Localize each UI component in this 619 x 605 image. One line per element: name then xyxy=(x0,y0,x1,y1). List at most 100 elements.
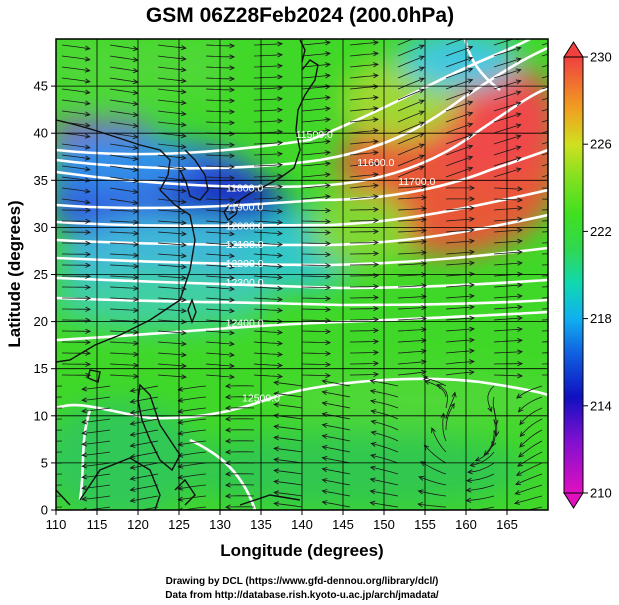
streamline xyxy=(61,110,90,116)
streamline xyxy=(322,435,351,442)
colorbar-max-arrow xyxy=(563,41,584,58)
streamline-arrowhead xyxy=(423,444,430,451)
streamline-arrowhead xyxy=(325,172,331,178)
x-axis-ticks: 110 115 120 125 130 135 140 145 150 155 160 165 xyxy=(46,510,518,532)
streamline xyxy=(253,43,283,46)
streamline xyxy=(180,506,207,510)
streamline xyxy=(397,56,425,68)
streamline xyxy=(61,77,90,83)
streamline-arrowhead xyxy=(370,441,377,447)
streamline-arrowhead xyxy=(224,471,231,477)
streamline-arrowhead xyxy=(325,128,331,134)
streamline-arrowhead xyxy=(369,500,376,506)
streamline xyxy=(322,391,351,398)
streamline xyxy=(301,374,330,376)
streamline-arrowhead xyxy=(325,40,331,46)
streamline xyxy=(109,297,139,300)
streamline xyxy=(350,275,379,277)
streamline-arrowhead xyxy=(129,387,136,393)
streamline xyxy=(493,187,523,190)
streamline-arrowhead xyxy=(224,394,231,400)
streamline xyxy=(493,295,522,299)
streamline xyxy=(130,396,159,403)
streamline-arrowhead xyxy=(180,144,187,150)
streamline xyxy=(274,426,303,431)
contour-line-12200 xyxy=(56,276,548,290)
streamline-arrowhead xyxy=(177,397,184,403)
streamline xyxy=(397,263,427,266)
streamline xyxy=(61,55,90,61)
streamline xyxy=(178,462,207,468)
streamline-arrowhead xyxy=(229,363,235,369)
x-tick-label: 150 xyxy=(373,517,395,532)
streamline xyxy=(518,440,543,458)
streamline xyxy=(157,198,186,203)
streamline xyxy=(515,473,543,485)
streamline xyxy=(518,396,543,413)
streamline-arrowhead xyxy=(273,468,280,474)
streamline xyxy=(370,390,399,398)
streamline xyxy=(445,240,474,244)
streamline-arrowhead xyxy=(181,297,187,303)
streamline-arrowhead xyxy=(177,485,184,491)
streamline xyxy=(253,374,283,377)
contour-line-12300 xyxy=(56,296,548,307)
streamline-arrowhead xyxy=(517,186,524,192)
streamline xyxy=(56,495,63,497)
streamline-arrowhead xyxy=(418,77,425,83)
streamline-arrowhead xyxy=(177,386,184,392)
streamline-arrowhead xyxy=(229,352,235,358)
streamline xyxy=(397,252,427,255)
streamline xyxy=(322,380,351,387)
streamline-arrowhead xyxy=(84,78,91,84)
streamline-arrowhead xyxy=(517,238,523,244)
streamline-arrowhead xyxy=(373,117,379,123)
streamline-arrowhead xyxy=(85,207,92,213)
streamline-arrowhead xyxy=(181,209,187,215)
streamline xyxy=(397,350,426,354)
streamline-arrowhead xyxy=(85,339,92,345)
streamline xyxy=(157,253,186,257)
streamline xyxy=(253,264,283,267)
streamline-arrowhead xyxy=(465,477,472,484)
streamline-arrowhead xyxy=(369,489,376,495)
streamline xyxy=(109,275,139,278)
colorbar-tick-label: 218 xyxy=(590,311,612,326)
streamline-arrowhead xyxy=(277,241,284,248)
streamline-arrowhead xyxy=(229,65,236,71)
streamline-arrowhead xyxy=(277,329,284,336)
streamline-arrowhead xyxy=(369,388,376,395)
streamline-arrowhead xyxy=(277,252,284,259)
streamline xyxy=(178,429,207,435)
streamline-arrowhead xyxy=(81,430,88,436)
streamline xyxy=(350,242,379,244)
streamline xyxy=(541,341,548,343)
streamline-arrowhead xyxy=(373,217,380,224)
streamline-arrowhead xyxy=(517,337,523,344)
streamline-arrowhead xyxy=(373,327,380,334)
streamline-arrowhead xyxy=(373,128,379,134)
streamline-arrowhead xyxy=(514,489,521,495)
streamline-arrowhead xyxy=(81,452,88,458)
streamline xyxy=(487,385,495,412)
streamline-arrowhead xyxy=(181,374,187,380)
streamline xyxy=(178,440,207,446)
streamline-arrowhead xyxy=(467,155,474,161)
streamline-arrowhead xyxy=(487,406,493,413)
streamline-arrowhead xyxy=(469,369,475,375)
x-tick-label: 165 xyxy=(496,517,518,532)
streamline-arrowhead xyxy=(180,89,187,95)
streamline-arrowhead xyxy=(469,196,476,202)
streamline-arrowhead xyxy=(418,110,425,116)
streamline-arrowhead xyxy=(277,230,284,237)
streamline-arrowhead xyxy=(469,293,475,299)
streamline-arrowhead xyxy=(369,378,376,384)
streamline-arrowhead xyxy=(469,205,475,211)
streamline xyxy=(253,308,283,311)
y-tick-label: 25 xyxy=(34,267,48,282)
streamline xyxy=(397,219,427,222)
streamline-arrowhead xyxy=(370,453,377,459)
streamline xyxy=(301,96,330,101)
streamline-arrowhead xyxy=(181,363,187,369)
streamline-arrowhead xyxy=(469,326,475,332)
